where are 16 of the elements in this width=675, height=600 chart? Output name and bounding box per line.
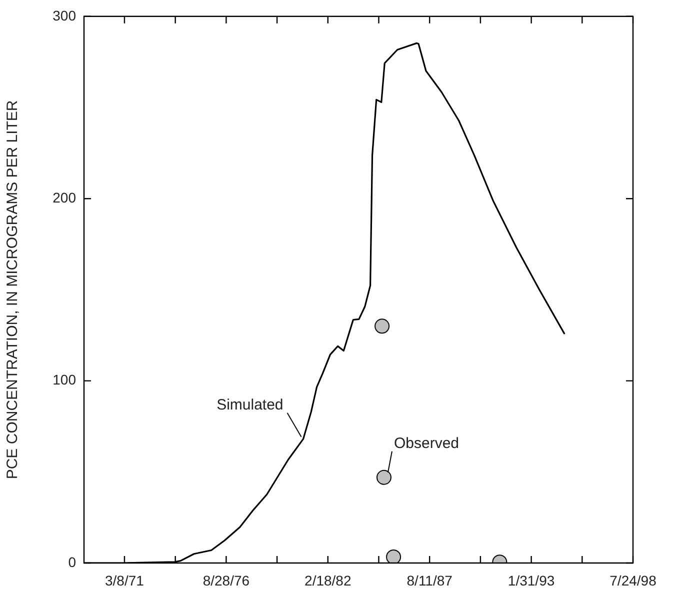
x-tick-label: 1/31/93 <box>508 572 555 588</box>
x-tick-label: 8/28/76 <box>202 572 250 588</box>
x-tick-label: 2/18/82 <box>304 572 352 588</box>
y-tick-label: 300 <box>52 7 76 24</box>
x-tick-label: 7/24/98 <box>610 572 657 588</box>
point <box>386 549 402 563</box>
annotation: Simulated <box>216 396 284 414</box>
annotation: Observed <box>394 435 460 452</box>
point <box>374 318 390 334</box>
y-tick-label: 100 <box>52 372 76 388</box>
x-tick-label: 8/11/87 <box>406 572 453 588</box>
y-tick-label: 0 <box>68 554 76 570</box>
y-tick-label: 200 <box>52 189 76 206</box>
y-axis-title: PCE CONCENTRATION, IN MICROGRAMS PER LITER <box>4 100 22 480</box>
x-tick-label: 3/8/71 <box>105 572 144 588</box>
point <box>376 470 392 485</box>
